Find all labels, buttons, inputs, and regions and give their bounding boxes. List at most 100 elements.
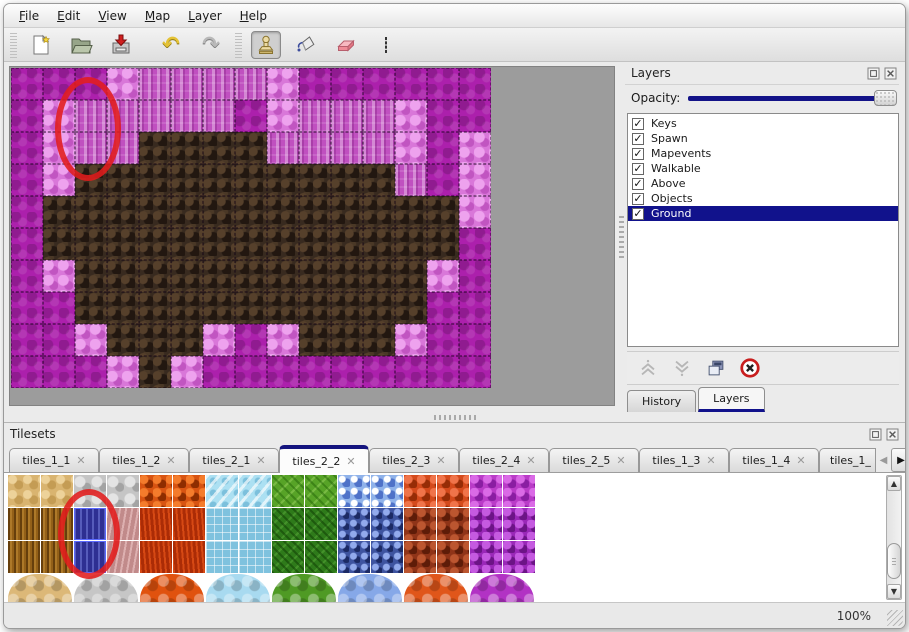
map-tile-9-2[interactable] bbox=[75, 356, 107, 388]
tileset-tile-2-10[interactable] bbox=[338, 541, 370, 573]
map-tile-0-13[interactable] bbox=[427, 68, 459, 100]
map-tile-0-5[interactable] bbox=[171, 68, 203, 100]
map-tile-9-7[interactable] bbox=[235, 356, 267, 388]
tileset-grid[interactable] bbox=[8, 475, 535, 573]
map-tile-0-14[interactable] bbox=[459, 68, 491, 100]
map-tile-6-10[interactable] bbox=[331, 260, 363, 292]
map-tile-7-8[interactable] bbox=[267, 292, 299, 324]
map-tile-0-8[interactable] bbox=[267, 68, 299, 100]
layer-visibility-checkbox[interactable]: ✓ bbox=[632, 162, 644, 175]
map-tile-4-8[interactable] bbox=[267, 196, 299, 228]
tileset-tile-2-8[interactable] bbox=[272, 541, 304, 573]
map-tile-3-8[interactable] bbox=[267, 164, 299, 196]
duplicate-layer-icon[interactable] bbox=[705, 357, 727, 379]
close-panel-icon[interactable] bbox=[884, 67, 897, 80]
map-tile-0-10[interactable] bbox=[331, 68, 363, 100]
tileset-tile-0-6[interactable] bbox=[206, 475, 238, 507]
map-tile-4-4[interactable] bbox=[139, 196, 171, 228]
dock-tab-history[interactable]: History bbox=[627, 390, 697, 412]
map-tile-9-5[interactable] bbox=[171, 356, 203, 388]
tab-close-icon[interactable]: ✕ bbox=[436, 454, 446, 467]
map-tile-3-7[interactable] bbox=[235, 164, 267, 196]
delete-layer-icon[interactable] bbox=[739, 357, 761, 379]
map-tile-9-11[interactable] bbox=[363, 356, 395, 388]
map-tile-3-1[interactable] bbox=[43, 164, 75, 196]
map-tile-7-4[interactable] bbox=[139, 292, 171, 324]
layer-visibility-checkbox[interactable]: ✓ bbox=[632, 132, 644, 145]
raise-layer-icon[interactable] bbox=[637, 357, 659, 379]
map-tile-8-10[interactable] bbox=[331, 324, 363, 356]
tileset-tile-2-0[interactable] bbox=[8, 541, 40, 573]
map-tile-5-10[interactable] bbox=[331, 228, 363, 260]
map-tile-4-5[interactable] bbox=[171, 196, 203, 228]
tileset-tile-0-15[interactable] bbox=[503, 475, 535, 507]
tileset-tile-0-5[interactable] bbox=[173, 475, 205, 507]
map-tile-7-3[interactable] bbox=[107, 292, 139, 324]
map-tile-6-3[interactable] bbox=[107, 260, 139, 292]
map-tile-4-11[interactable] bbox=[363, 196, 395, 228]
tab-close-icon[interactable]: ✕ bbox=[76, 454, 86, 467]
map-tile-5-14[interactable] bbox=[459, 228, 491, 260]
map-tile-6-12[interactable] bbox=[395, 260, 427, 292]
map-tile-6-4[interactable] bbox=[139, 260, 171, 292]
map-tile-0-9[interactable] bbox=[299, 68, 331, 100]
map-tile-6-14[interactable] bbox=[459, 260, 491, 292]
map-tile-8-5[interactable] bbox=[171, 324, 203, 356]
scroll-tabs-right-icon[interactable]: ▶ bbox=[891, 448, 905, 472]
map-tile-6-5[interactable] bbox=[171, 260, 203, 292]
menu-item-map[interactable]: Map bbox=[144, 8, 171, 23]
tileset-tile-1-9[interactable] bbox=[305, 508, 337, 540]
tileset-tile-2-6[interactable] bbox=[206, 541, 238, 573]
tileset-tile-2-11[interactable] bbox=[371, 541, 403, 573]
tileset-tile-2-12[interactable] bbox=[404, 541, 436, 573]
tileset-tab-tiles_2_1[interactable]: tiles_2_1 ✕ bbox=[189, 448, 279, 472]
layer-row-ground[interactable]: ✓ Ground bbox=[628, 206, 898, 221]
map-tile-2-10[interactable] bbox=[331, 132, 363, 164]
map-tile-3-10[interactable] bbox=[331, 164, 363, 196]
tileset-tile-0-11[interactable] bbox=[371, 475, 403, 507]
tileset-tile-0-4[interactable] bbox=[140, 475, 172, 507]
map-tile-6-1[interactable] bbox=[43, 260, 75, 292]
map-tile-3-3[interactable] bbox=[107, 164, 139, 196]
map-tile-0-4[interactable] bbox=[139, 68, 171, 100]
map-tile-2-7[interactable] bbox=[235, 132, 267, 164]
map-tile-7-6[interactable] bbox=[203, 292, 235, 324]
menu-item-edit[interactable]: Edit bbox=[57, 8, 81, 23]
map-tile-1-6[interactable] bbox=[203, 100, 235, 132]
map-tile-3-6[interactable] bbox=[203, 164, 235, 196]
map-tile-9-4[interactable] bbox=[139, 356, 171, 388]
map-tile-5-5[interactable] bbox=[171, 228, 203, 260]
tileset-tile-1-15[interactable] bbox=[503, 508, 535, 540]
map-tile-5-3[interactable] bbox=[107, 228, 139, 260]
map-tile-7-1[interactable] bbox=[43, 292, 75, 324]
map-tile-4-13[interactable] bbox=[427, 196, 459, 228]
map-viewport[interactable] bbox=[9, 66, 615, 406]
map-tile-7-10[interactable] bbox=[331, 292, 363, 324]
tileset-tab-tiles_1_1[interactable]: tiles_1_1 ✕ bbox=[9, 448, 99, 472]
new-button[interactable] bbox=[26, 31, 56, 59]
map-tile-8-9[interactable] bbox=[299, 324, 331, 356]
tileset-tab-tiles_1_2[interactable]: tiles_1_2 ✕ bbox=[99, 448, 189, 472]
map-tile-7-5[interactable] bbox=[171, 292, 203, 324]
map-tile-8-2[interactable] bbox=[75, 324, 107, 356]
tab-close-icon[interactable]: ✕ bbox=[616, 454, 626, 467]
map-tile-5-6[interactable] bbox=[203, 228, 235, 260]
opacity-slider-handle[interactable] bbox=[874, 90, 897, 106]
toolbar-grip[interactable] bbox=[10, 31, 17, 58]
map-tile-4-1[interactable] bbox=[43, 196, 75, 228]
undo-button[interactable]: ↶ bbox=[156, 31, 186, 59]
close-panel-icon[interactable] bbox=[886, 428, 899, 441]
map-tile-2-8[interactable] bbox=[267, 132, 299, 164]
tileset-tile-2-15[interactable] bbox=[503, 541, 535, 573]
map-tile-0-7[interactable] bbox=[235, 68, 267, 100]
tileset-tile-2-7[interactable] bbox=[239, 541, 271, 573]
map-tile-1-12[interactable] bbox=[395, 100, 427, 132]
map-tile-9-1[interactable] bbox=[43, 356, 75, 388]
map-tile-7-2[interactable] bbox=[75, 292, 107, 324]
map-tile-3-0[interactable] bbox=[11, 164, 43, 196]
map-tile-7-9[interactable] bbox=[299, 292, 331, 324]
map-tile-6-2[interactable] bbox=[75, 260, 107, 292]
map-tile-9-12[interactable] bbox=[395, 356, 427, 388]
map-tile-7-11[interactable] bbox=[363, 292, 395, 324]
float-panel-icon[interactable] bbox=[869, 428, 882, 441]
